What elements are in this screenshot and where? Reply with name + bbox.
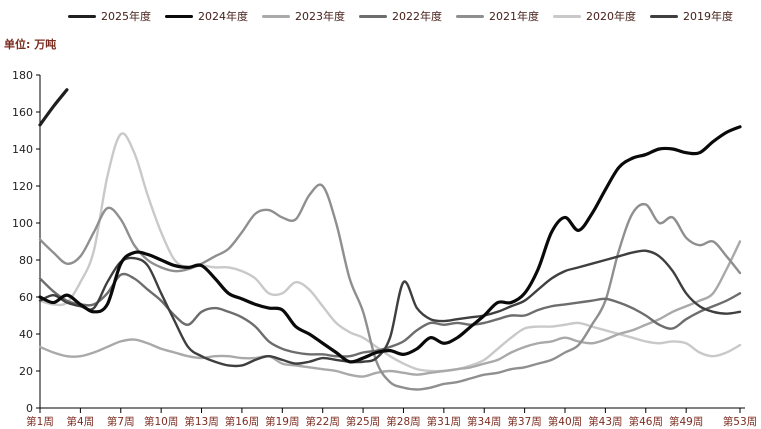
x-tick-label: 第34周 (467, 415, 501, 428)
chart-legend: 2025年度 2024年度 2023年度 2022年度 2021年度 2020年度 2019… (68, 8, 733, 24)
x-tick-label: 第19周 (265, 415, 299, 428)
series-line-2020 (38, 132, 742, 373)
x-tick-label: 第43周 (588, 415, 622, 428)
legend-item-2021: 2021年度 (456, 8, 539, 24)
legend-label: 2025年度 (101, 10, 151, 23)
y-tick-label: 100 (12, 217, 33, 230)
x-tick-label: 第7周 (107, 415, 135, 428)
x-tick-label: 第1周 (26, 415, 54, 428)
legend-line-swatch (456, 14, 484, 18)
x-tick-label: 第4周 (67, 415, 95, 428)
x-tick-label: 第31周 (427, 415, 461, 428)
x-tick-label: 第49周 (669, 415, 703, 428)
x-tick-label: 第46周 (629, 415, 663, 428)
legend-label: 2022年度 (392, 10, 442, 23)
legend-item-2024: 2024年度 (165, 8, 248, 24)
series-line-2025 (38, 88, 69, 127)
x-tick-label: 第37周 (507, 415, 541, 428)
legend-label: 2020年度 (586, 10, 636, 23)
legend-item-2023: 2023年度 (262, 8, 345, 24)
x-tick-label: 第25周 (346, 415, 380, 428)
legend-item-2022: 2022年度 (359, 8, 442, 24)
series-line-2022 (38, 272, 742, 358)
legend-line-swatch (650, 14, 678, 18)
x-tick-label: 第10周 (144, 415, 178, 428)
y-tick-label: 0 (26, 402, 33, 415)
y-tick-label: 140 (12, 143, 33, 156)
legend-item-2020: 2020年度 (553, 8, 636, 24)
legend-item-2019: 2019年度 (650, 8, 733, 24)
y-tick-label: 60 (19, 291, 33, 304)
y-tick-label: 180 (12, 69, 33, 82)
y-tick-label: 20 (19, 365, 33, 378)
legend-line-swatch (359, 14, 387, 18)
legend-line-swatch (68, 14, 96, 18)
x-tick-label: 第22周 (306, 415, 340, 428)
legend-line-swatch (262, 14, 290, 18)
y-tick-label: 80 (19, 254, 33, 267)
legend-label: 2021年度 (489, 10, 539, 23)
legend-label: 2019年度 (683, 10, 733, 23)
unit-label: 单位: 万吨 (4, 38, 57, 51)
x-tick-label: 第28周 (386, 415, 420, 428)
series-line-2023 (38, 240, 742, 378)
x-tick-label: 第53周 (723, 415, 757, 428)
legend-line-swatch (165, 14, 193, 18)
y-tick-label: 160 (12, 106, 33, 119)
series-line-2021 (38, 183, 742, 391)
x-tick-label: 第16周 (225, 415, 259, 428)
series-line-2019 (38, 249, 742, 368)
legend-label: 2024年度 (198, 10, 248, 23)
x-tick-label: 第40周 (548, 415, 582, 428)
legend-label: 2023年度 (295, 10, 345, 23)
series-line-2024 (38, 125, 742, 364)
y-tick-label: 120 (12, 180, 33, 193)
legend-line-swatch (553, 14, 581, 18)
y-tick-label: 40 (19, 328, 33, 341)
legend-item-2025: 2025年度 (68, 8, 151, 24)
x-tick-label: 第13周 (184, 415, 218, 428)
